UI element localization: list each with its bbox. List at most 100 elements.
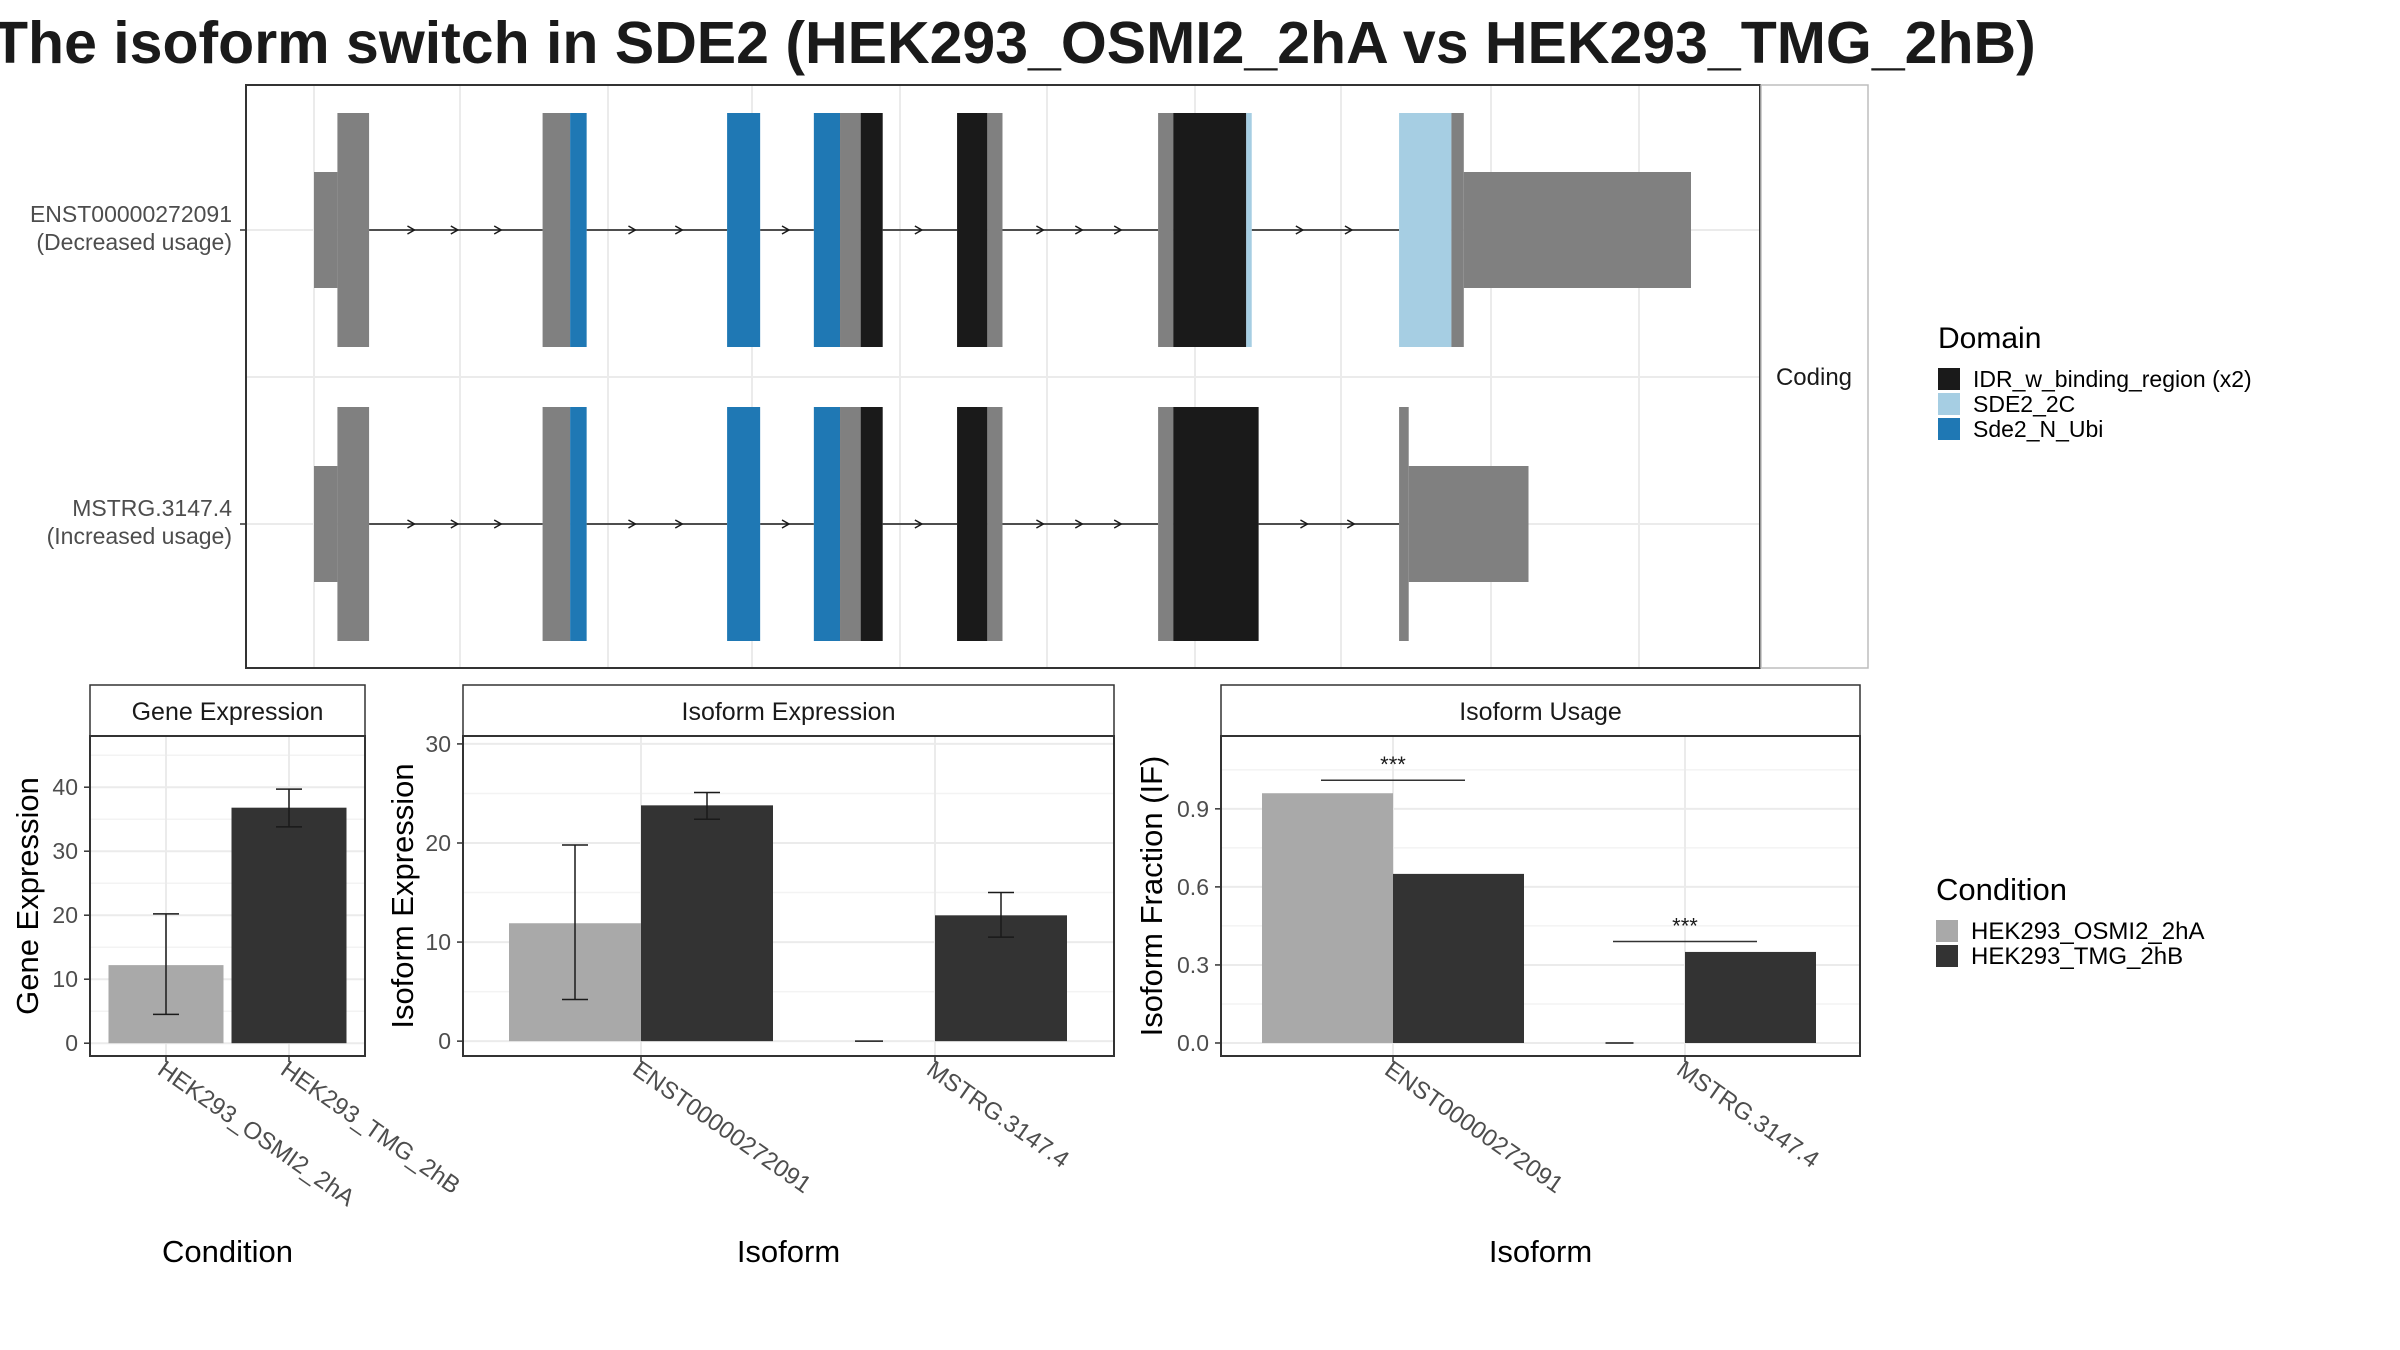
panel-strip-title: Isoform Usage [1459, 698, 1622, 726]
intron-arrow [450, 225, 460, 235]
transcript-label: ENST00000272091 [30, 201, 232, 227]
utr-block [314, 466, 338, 582]
y-tick-label: 0.6 [1177, 874, 1209, 900]
exon-block [840, 113, 861, 347]
panel-strip-title: Isoform Expression [682, 698, 896, 726]
intron-arrow [674, 519, 684, 529]
exon-block [337, 407, 370, 641]
exon-block [727, 407, 761, 641]
x-axis-title: Isoform [737, 1234, 840, 1269]
panel-strip [89, 684, 366, 737]
panel-strip [462, 684, 1115, 737]
y-tick-label: 0.9 [1177, 796, 1209, 822]
y-tick-label: 20 [425, 830, 451, 856]
coding-strip [1760, 84, 1869, 669]
condition-legend-title: Condition [1936, 872, 2067, 907]
y-tick-label: 0 [438, 1028, 451, 1054]
x-axis-title: Isoform [1489, 1234, 1592, 1269]
exon-block [570, 407, 587, 641]
panel-border [462, 735, 1115, 1057]
y-axis-title: Gene Expression [10, 777, 45, 1015]
y-tick-label: 20 [52, 902, 78, 928]
x-tick-label: ENST00000272091 [628, 1056, 816, 1199]
x-tick-label: MSTRG.3147.4 [1672, 1056, 1824, 1174]
condition-legend-key [1936, 920, 1958, 942]
transcript-usage-label: (Decreased usage) [36, 229, 232, 255]
significance-label: *** [1380, 752, 1406, 777]
exon-block [337, 113, 370, 347]
coding-strip-label: Coding [1776, 364, 1852, 391]
intron-arrow [1074, 519, 1084, 529]
intron-arrow [781, 225, 791, 235]
intron-arrow [493, 519, 503, 529]
y-tick-label: 10 [425, 929, 451, 955]
y-tick-label: 10 [52, 966, 78, 992]
exon-block [1399, 407, 1409, 641]
exon-block [957, 407, 988, 641]
exon-block [542, 407, 571, 641]
y-tick-label: 0 [65, 1030, 78, 1056]
intron-arrow [781, 519, 791, 529]
domain-legend-key [1938, 418, 1960, 440]
exon-block [1173, 407, 1259, 641]
intron-arrow [407, 225, 416, 235]
domain-legend-key [1938, 393, 1960, 415]
intron-arrow [628, 519, 637, 529]
y-tick-label: 0.0 [1177, 1030, 1209, 1056]
exon-block [987, 407, 1003, 641]
intron-arrow [914, 519, 924, 529]
exon-block [840, 407, 861, 641]
utr-block [314, 172, 338, 288]
intron-arrow [450, 519, 460, 529]
page-title: The isoform switch in SDE2 (HEK293_OSMI2… [0, 10, 2036, 76]
significance-label: *** [1672, 914, 1698, 939]
intron-arrow [1344, 225, 1354, 235]
utr-block [1408, 466, 1529, 582]
bar [641, 805, 773, 1042]
panel-border [1220, 735, 1861, 1057]
exon-block [987, 113, 1003, 347]
exon-block [1158, 407, 1174, 641]
domain-legend-label: SDE2_2C [1973, 391, 2075, 417]
intron-arrow [493, 225, 503, 235]
exon-block [860, 113, 883, 347]
bar [1685, 951, 1816, 1043]
panel-strip [1220, 684, 1861, 737]
bar [1262, 793, 1393, 1043]
intron-arrow [1074, 225, 1084, 235]
intron-arrow [1295, 225, 1305, 235]
bar [1393, 873, 1524, 1043]
exon-block [1173, 113, 1247, 347]
exon-block [727, 113, 761, 347]
condition-legend-label: HEK293_TMG_2hB [1971, 943, 2183, 970]
domain-legend-label: IDR_w_binding_region (x2) [1973, 366, 2252, 392]
exon-block [957, 113, 988, 347]
intron-arrow [914, 225, 924, 235]
intron-arrow [1300, 519, 1309, 529]
y-tick-label: 40 [52, 774, 78, 800]
intron-arrow [1346, 519, 1356, 529]
exon-block [570, 113, 587, 347]
x-axis-title: Condition [162, 1234, 293, 1269]
transcript-label: MSTRG.3147.4 [72, 495, 232, 521]
bar [231, 807, 347, 1044]
exon-block [1451, 113, 1464, 347]
exon-block [813, 407, 841, 641]
intron-arrow [407, 519, 416, 529]
transcript-usage-label: (Increased usage) [47, 523, 232, 549]
intron-arrow [1113, 225, 1123, 235]
intron-arrow [1113, 519, 1123, 529]
intron-arrow [1036, 225, 1045, 235]
exon-block [1246, 113, 1252, 347]
y-axis-title: Isoform Expression [385, 763, 420, 1028]
domain-legend-title: Domain [1938, 322, 2041, 355]
domain-legend-label: Sde2_N_Ubi [1973, 416, 2103, 442]
exon-block [1158, 113, 1174, 347]
exon-block [860, 407, 883, 641]
y-tick-label: 30 [52, 838, 78, 864]
intron-arrow [628, 225, 637, 235]
y-tick-label: 30 [425, 731, 451, 757]
panel-strip-title: Gene Expression [132, 698, 324, 726]
panel-border [89, 735, 366, 1057]
condition-legend-key [1936, 945, 1958, 967]
